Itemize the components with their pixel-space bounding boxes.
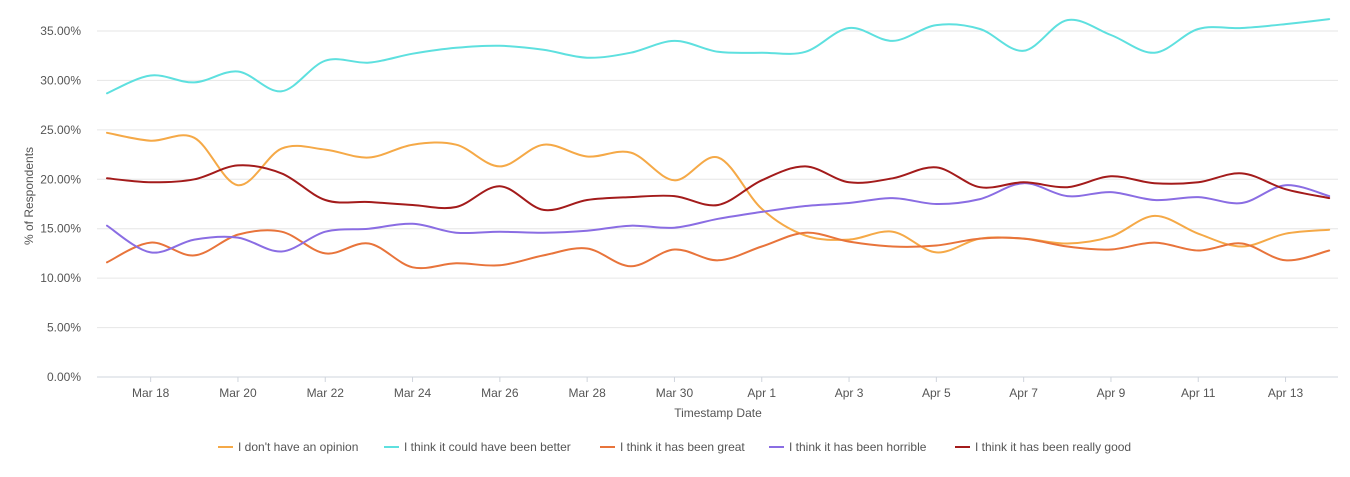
x-tick-label: Apr 1 xyxy=(747,386,776,400)
legend-item-i-think-it-could-have-been-better[interactable]: I think it could have been better xyxy=(384,440,571,454)
legend-label: I think it has been really good xyxy=(975,440,1131,454)
series-line-i-don-t-have-an-opinion xyxy=(106,131,1331,254)
legend-item-i-think-it-has-been-great[interactable]: I think it has been great xyxy=(600,440,745,454)
x-tick-label: Mar 28 xyxy=(568,386,606,400)
series-line-i-think-it-has-been-really-good xyxy=(106,164,1331,212)
x-tick-label: Mar 24 xyxy=(394,386,432,400)
x-tick-label: Apr 3 xyxy=(835,386,864,400)
x-axis-title: Timestamp Date xyxy=(674,406,762,420)
y-tick-label: 0.00% xyxy=(47,370,81,384)
legend-item-i-think-it-has-been-really-good[interactable]: I think it has been really good xyxy=(955,440,1131,454)
legend-item-i-don-t-have-an-opinion[interactable]: I don't have an opinion xyxy=(218,440,358,454)
y-tick-label: 35.00% xyxy=(40,24,81,38)
x-tick-label: Mar 30 xyxy=(656,386,694,400)
y-tick-label: 5.00% xyxy=(47,321,81,335)
y-tick-label: 15.00% xyxy=(40,222,81,236)
series-line-i-think-it-has-been-horrible xyxy=(106,182,1331,254)
grid-lines xyxy=(97,30,1338,378)
legend-label: I think it has been horrible xyxy=(789,440,927,454)
legend-item-i-think-it-has-been-horrible[interactable]: I think it has been horrible xyxy=(769,440,927,454)
x-tick-label: Apr 5 xyxy=(922,386,951,400)
y-tick-label: 10.00% xyxy=(40,271,81,285)
legend: I don't have an opinion I think it could … xyxy=(218,440,1131,454)
x-tick-label: Apr 9 xyxy=(1097,386,1126,400)
axes: 0.00% 5.00% 10.00% 15.00% 20.00% 25.00% 30.00%… xyxy=(40,24,1303,400)
x-tick-label: Apr 7 xyxy=(1009,386,1038,400)
x-tick-label: Apr 11 xyxy=(1181,386,1216,400)
legend-label: I think it has been great xyxy=(620,440,745,454)
legend-label: I think it could have been better xyxy=(404,440,571,454)
x-tick-label: Mar 22 xyxy=(307,386,345,400)
series-line-i-think-it-has-been-great xyxy=(106,229,1331,270)
x-tick-label: Mar 26 xyxy=(481,386,519,400)
series-lines xyxy=(106,18,1331,270)
x-tick-label: Apr 13 xyxy=(1268,386,1304,400)
series-line-i-think-it-could-have-been-better xyxy=(106,18,1331,95)
y-tick-label: 30.00% xyxy=(40,73,81,87)
y-axis-title: % of Respondents xyxy=(22,147,36,245)
legend-label: I don't have an opinion xyxy=(238,440,358,454)
x-tick-label: Mar 20 xyxy=(219,386,257,400)
x-tick-label: Mar 18 xyxy=(132,386,170,400)
axis-labels: Timestamp Date % of Respondents xyxy=(22,147,762,420)
y-tick-label: 20.00% xyxy=(40,172,81,186)
y-tick-label: 25.00% xyxy=(40,123,81,137)
